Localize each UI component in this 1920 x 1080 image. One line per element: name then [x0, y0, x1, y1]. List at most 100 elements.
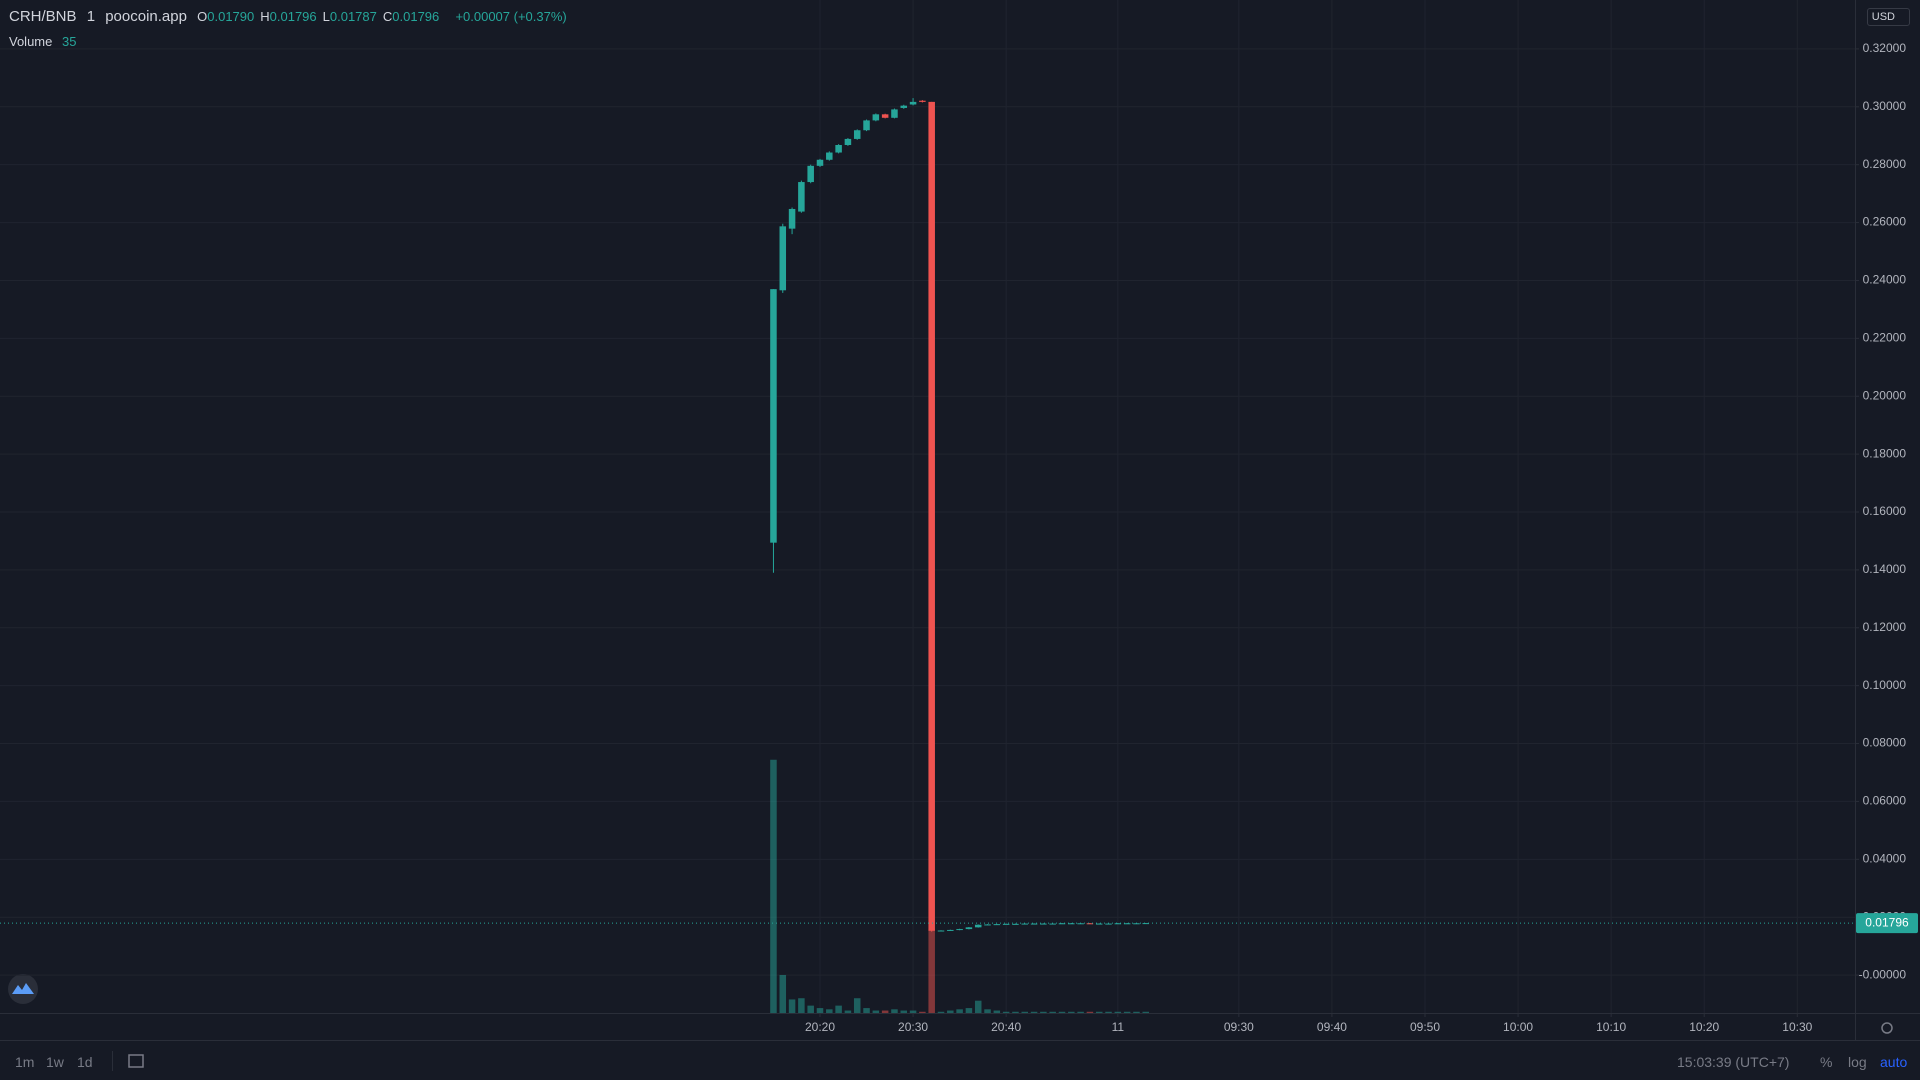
- candle-body: [900, 105, 908, 108]
- volume-value: 35: [62, 34, 77, 49]
- y-tick-label: 0.06000: [1863, 794, 1907, 808]
- volume-bar: [937, 1011, 945, 1013]
- volume-bar: [798, 998, 805, 1013]
- candle-body: [1002, 923, 1010, 925]
- candle-body: [993, 924, 1001, 926]
- candle-body: [974, 924, 982, 928]
- ohlc-value: 0.01796: [269, 9, 317, 24]
- candle-body: [965, 927, 973, 930]
- last-price-tag: [1856, 913, 1918, 934]
- x-tick-label: 20:20: [805, 1020, 835, 1034]
- volume-bar: [1133, 1011, 1140, 1013]
- volume-bar: [1030, 1011, 1038, 1013]
- ohlc-key: H: [260, 9, 270, 24]
- volume-bar: [1058, 1011, 1066, 1013]
- volume-bar: [909, 1010, 917, 1013]
- candle-body: [909, 101, 917, 105]
- candle-body: [1142, 923, 1150, 925]
- candle-body: [798, 182, 805, 212]
- candle-body: [956, 929, 963, 931]
- y-tick-label: 0.22000: [1863, 331, 1907, 345]
- y-tick-label: 0.10000: [1863, 678, 1907, 692]
- candle-body: [872, 114, 880, 121]
- candle-body: [1068, 923, 1075, 925]
- candle-body: [1058, 923, 1066, 925]
- volume-bar: [1021, 1011, 1029, 1013]
- x-tick-label: 10:30: [1782, 1020, 1812, 1034]
- ohlc-value: 0.01796: [392, 9, 440, 24]
- volume-legend: Volume 35: [9, 34, 76, 49]
- candle-body: [844, 138, 852, 146]
- timeframe[interactable]: 1d: [77, 1054, 93, 1070]
- y-tick-label: 0.04000: [1863, 851, 1907, 865]
- settings-icon[interactable]: [1881, 1022, 1893, 1034]
- bottom-toolbar: 1m 1w 1d 15:03:39 (UTC+7) % log auto: [0, 1040, 1920, 1080]
- candle-body: [891, 109, 898, 118]
- x-tick-label: 09:40: [1317, 1020, 1347, 1034]
- volume-bar: [872, 1010, 880, 1013]
- volume-bar: [881, 1010, 889, 1013]
- x-tick-label: 10:20: [1689, 1020, 1719, 1034]
- volume-bar: [974, 1000, 982, 1013]
- clock: 15:03:39 (UTC+7): [1677, 1054, 1790, 1070]
- volume-bar: [1012, 1011, 1019, 1013]
- change: +0.00007 (+0.37%): [455, 9, 567, 24]
- y-tick-label: 0.16000: [1863, 504, 1907, 518]
- toggle[interactable]: %: [1820, 1054, 1833, 1070]
- x-tick-label: 09:30: [1224, 1020, 1254, 1034]
- ohlc-key: C: [382, 9, 393, 24]
- y-tick-label: 0.24000: [1863, 273, 1907, 287]
- candle-body: [835, 145, 842, 153]
- volume-bar: [770, 759, 777, 1013]
- volume-bar: [863, 1008, 870, 1013]
- candle-body: [919, 100, 926, 102]
- legend: CRH/BNB 1 poocoin.app O0.01790 H0.01796 L0…: [9, 8, 573, 25]
- y-tick-label: -0.00000: [1859, 967, 1907, 981]
- volume-bar: [1049, 1011, 1056, 1013]
- volume-bar: [891, 1009, 898, 1013]
- candle-body: [770, 289, 777, 543]
- timeframe[interactable]: 1m: [15, 1054, 35, 1070]
- timeframe[interactable]: 1w: [46, 1054, 64, 1070]
- x-tick-label: 11: [1112, 1020, 1125, 1034]
- candle-body: [1012, 923, 1019, 925]
- y-tick-label: 0.20000: [1863, 388, 1907, 402]
- toggle[interactable]: auto: [1880, 1054, 1908, 1070]
- x-tick-label: 10:00: [1503, 1020, 1533, 1034]
- candle-body: [853, 130, 861, 139]
- y-tick-label: 0.32000: [1863, 41, 1907, 55]
- candle-body: [1123, 923, 1131, 925]
- volume-title: Volume: [9, 34, 53, 49]
- date-range-icon[interactable]: [127, 1051, 147, 1071]
- volume-bar: [1086, 1011, 1094, 1013]
- y-tick-label: 0.30000: [1863, 99, 1907, 113]
- volume-bar: [807, 1005, 814, 1013]
- y-tick-label: 0.18000: [1863, 446, 1907, 460]
- logo-icon: [12, 983, 34, 994]
- candle-body: [1095, 923, 1103, 925]
- candle-body: [816, 159, 824, 166]
- volume-bar: [1077, 1011, 1084, 1013]
- y-tick-label: 0.26000: [1863, 215, 1907, 229]
- y-tick-label: 0.08000: [1863, 736, 1907, 750]
- candle-body: [1133, 923, 1140, 925]
- volume-bar: [1040, 1011, 1047, 1013]
- toggle[interactable]: log: [1848, 1054, 1867, 1070]
- currency-select[interactable]: USD: [1866, 8, 1910, 26]
- source: poocoin.app: [105, 8, 187, 25]
- x-tick-label: 09:50: [1410, 1020, 1440, 1034]
- volume-bar: [900, 1010, 908, 1013]
- symbol[interactable]: CRH/BNB: [9, 8, 77, 25]
- volume-bar: [1105, 1011, 1112, 1013]
- volume-bar: [853, 998, 861, 1013]
- y-tick-label: 0.14000: [1863, 562, 1907, 576]
- ohlc-value: 0.01787: [329, 9, 377, 24]
- candle-body: [947, 929, 954, 931]
- candle-body: [1049, 923, 1056, 925]
- candle-body: [779, 226, 787, 291]
- interval[interactable]: 1: [86, 8, 96, 25]
- volume-bar: [965, 1008, 973, 1013]
- volume-bar: [928, 929, 935, 1013]
- candle-body: [788, 208, 796, 229]
